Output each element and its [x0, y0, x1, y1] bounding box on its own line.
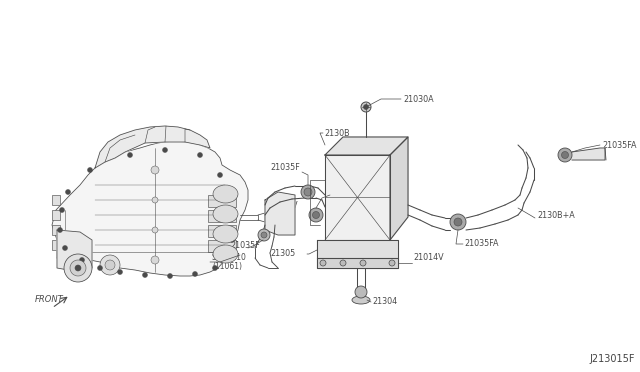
Circle shape	[309, 208, 323, 222]
Bar	[52, 225, 60, 235]
Circle shape	[100, 255, 120, 275]
Text: 21030A: 21030A	[403, 94, 434, 103]
Circle shape	[340, 260, 346, 266]
Polygon shape	[325, 155, 390, 240]
Text: 21014V: 21014V	[267, 201, 298, 209]
Circle shape	[151, 256, 159, 264]
Text: J213015F: J213015F	[589, 354, 635, 364]
Circle shape	[143, 273, 147, 278]
Text: 21304: 21304	[372, 298, 397, 307]
Circle shape	[558, 148, 572, 162]
Polygon shape	[572, 148, 605, 160]
Circle shape	[258, 229, 270, 241]
Bar	[52, 195, 60, 205]
Ellipse shape	[213, 245, 238, 263]
Text: 2130B: 2130B	[324, 128, 349, 138]
Circle shape	[152, 227, 158, 233]
Circle shape	[561, 151, 568, 158]
Circle shape	[105, 260, 115, 270]
Circle shape	[364, 105, 369, 109]
Text: SEC. 210: SEC. 210	[212, 253, 246, 262]
Ellipse shape	[213, 205, 238, 223]
Circle shape	[320, 260, 326, 266]
Ellipse shape	[352, 296, 370, 304]
Circle shape	[168, 273, 173, 279]
Text: 21033F: 21033F	[332, 190, 362, 199]
Circle shape	[193, 272, 198, 276]
Circle shape	[361, 102, 371, 112]
Text: 21035F: 21035F	[270, 164, 300, 173]
Circle shape	[65, 189, 70, 195]
Circle shape	[60, 208, 65, 212]
Circle shape	[232, 192, 237, 198]
Polygon shape	[317, 258, 398, 268]
Circle shape	[304, 188, 312, 196]
Polygon shape	[95, 126, 210, 168]
Circle shape	[223, 256, 227, 260]
Text: 21035FA: 21035FA	[602, 141, 637, 150]
Circle shape	[312, 212, 319, 218]
Circle shape	[151, 166, 159, 174]
Circle shape	[450, 214, 466, 230]
Bar	[208, 225, 236, 237]
Bar	[208, 240, 236, 252]
Polygon shape	[317, 240, 398, 258]
Circle shape	[232, 212, 237, 218]
Circle shape	[70, 260, 86, 276]
Circle shape	[198, 153, 202, 157]
Polygon shape	[57, 230, 92, 272]
Polygon shape	[390, 137, 408, 240]
Circle shape	[212, 266, 218, 270]
Circle shape	[230, 237, 234, 243]
Circle shape	[88, 167, 93, 173]
Circle shape	[127, 153, 132, 157]
Circle shape	[454, 218, 462, 226]
Circle shape	[389, 260, 395, 266]
Circle shape	[261, 232, 267, 238]
Polygon shape	[52, 141, 248, 276]
Circle shape	[63, 246, 67, 250]
Polygon shape	[265, 192, 295, 235]
Text: 21014V: 21014V	[413, 253, 444, 263]
Circle shape	[75, 265, 81, 271]
Circle shape	[97, 266, 102, 270]
Circle shape	[79, 257, 84, 263]
Circle shape	[58, 228, 63, 232]
Circle shape	[163, 148, 168, 153]
Circle shape	[118, 269, 122, 275]
Circle shape	[355, 286, 367, 298]
Text: FRONT: FRONT	[35, 295, 64, 305]
Bar	[52, 240, 60, 250]
Circle shape	[301, 185, 315, 199]
Text: 21305: 21305	[270, 250, 295, 259]
Text: 2130B+A: 2130B+A	[537, 211, 575, 219]
Text: 21035FA: 21035FA	[464, 240, 499, 248]
Circle shape	[64, 254, 92, 282]
Ellipse shape	[213, 225, 238, 243]
Ellipse shape	[213, 185, 238, 203]
Polygon shape	[325, 137, 408, 155]
Bar	[52, 210, 60, 220]
Bar	[208, 195, 236, 207]
Text: (11061): (11061)	[212, 262, 242, 270]
Text: 21035F: 21035F	[230, 241, 260, 250]
Bar	[208, 210, 236, 222]
Circle shape	[218, 173, 223, 177]
Circle shape	[360, 260, 366, 266]
Circle shape	[152, 197, 158, 203]
